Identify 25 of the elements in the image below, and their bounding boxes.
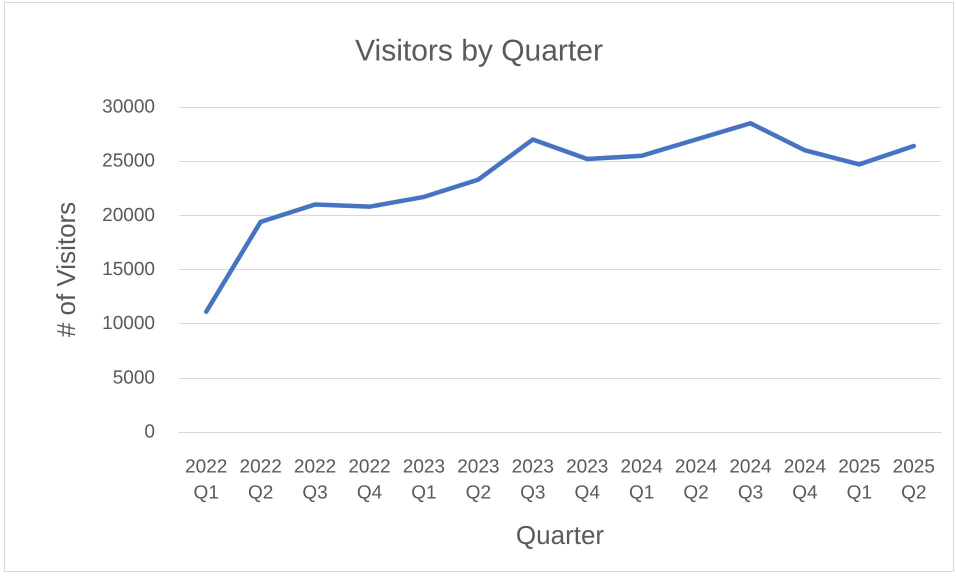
x-tick-label: 2022 Q1 [185, 456, 228, 504]
chart-title: Visitors by Quarter [355, 34, 603, 68]
x-tick-label: 2024 Q3 [729, 456, 772, 504]
x-tick-label: 2023 Q2 [457, 456, 500, 504]
x-tick-label: 2022 Q2 [240, 456, 282, 504]
x-tick-label: 2023 Q4 [566, 456, 608, 504]
y-tick-label: 5000 [112, 367, 155, 388]
y-tick-label: 10000 [102, 313, 155, 334]
y-tick-label: 15000 [102, 259, 155, 280]
x-tick-label: 2025 Q1 [838, 456, 880, 504]
line-series [204, 121, 916, 314]
y-tick-label: 20000 [102, 204, 155, 226]
x-tick-label: 2023 Q3 [512, 456, 554, 504]
x-tick-label: 2024 Q2 [674, 456, 718, 504]
x-tick-label: 2024 Q1 [620, 456, 664, 504]
x-axis-title: Quarter [516, 520, 604, 550]
y-axis-title: # of Visitors [51, 202, 81, 338]
x-tick-label: 2023 Q1 [402, 456, 446, 504]
y-tick-label: 0 [144, 422, 155, 442]
x-tick-label: 2022 Q3 [294, 456, 336, 504]
x-tick-label: 2022 Q4 [348, 456, 391, 504]
x-tick-label: 2024 Q4 [784, 456, 826, 504]
y-tick-label: 30000 [102, 96, 155, 118]
y-tick-label: 25000 [102, 150, 155, 172]
x-tick-label: 2025 Q2 [892, 456, 935, 504]
